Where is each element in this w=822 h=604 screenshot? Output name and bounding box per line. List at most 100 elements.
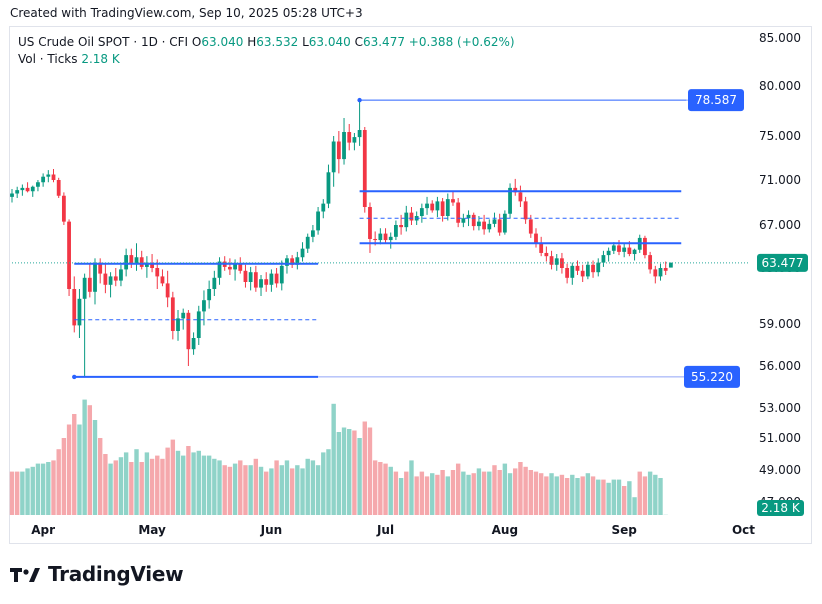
candle-body	[362, 130, 367, 207]
candle-body	[259, 279, 263, 288]
candle-body	[264, 279, 269, 285]
price-tick-label: 85.000	[759, 31, 801, 45]
volume-bar	[616, 479, 622, 515]
candle-body	[648, 255, 653, 270]
month-label: Aug	[492, 523, 518, 537]
volume-bar	[217, 460, 222, 515]
price-axis: 85.00080.00075.00071.00067.00063.00059.0…	[759, 31, 801, 509]
price-tick-label: 56.000	[759, 359, 801, 373]
symbol-label[interactable]: US Crude Oil SPOT · 1D · CFI	[18, 35, 189, 49]
volume-bar	[46, 462, 51, 515]
candle-body	[419, 208, 424, 216]
volume-bar	[181, 455, 186, 515]
volume-bar	[196, 450, 201, 515]
candle-body	[150, 262, 154, 268]
level-anchor-low	[72, 374, 77, 380]
month-label: Jul	[376, 523, 394, 537]
candle-body	[409, 212, 414, 221]
candle-body	[575, 265, 580, 271]
candle-body	[207, 289, 212, 301]
candle-body	[663, 268, 668, 271]
candle-body	[316, 211, 320, 231]
volume-bar	[575, 478, 580, 515]
candle-body	[269, 273, 274, 285]
candle-body	[394, 225, 398, 237]
volume-bar	[51, 460, 56, 515]
candle-body	[502, 213, 507, 233]
volume-bar	[97, 438, 103, 515]
volume-bar	[129, 462, 134, 515]
volume-bar	[362, 421, 367, 515]
volume-bar	[82, 399, 87, 515]
volume-bar	[606, 482, 611, 515]
tradingview-logo-icon	[10, 568, 40, 582]
candle-body	[274, 273, 279, 284]
candle-body	[311, 230, 315, 237]
candle-body	[528, 219, 533, 234]
price-tick-label: 49.000	[759, 463, 801, 477]
volume-bar	[269, 468, 274, 515]
volume-bar	[383, 463, 388, 515]
volume-bar	[227, 466, 233, 515]
candle-body	[352, 137, 357, 143]
volume-bar	[123, 452, 129, 515]
volume-bar	[279, 465, 284, 515]
candle-body	[176, 318, 180, 331]
candle-body	[170, 297, 175, 331]
volume-label[interactable]: Vol · Ticks	[18, 52, 78, 66]
volume-bar	[653, 474, 658, 515]
volume-bar	[186, 446, 191, 515]
volume-bar	[642, 476, 648, 515]
candle-body	[321, 203, 326, 212]
volume-bar	[134, 449, 139, 515]
low-label: L	[302, 35, 309, 49]
candle-body	[611, 245, 616, 251]
volume-bar	[300, 468, 305, 515]
candle-body	[477, 221, 481, 227]
volume-bar	[61, 438, 67, 515]
candle-body	[430, 203, 435, 211]
volume-bar	[497, 470, 502, 515]
volume-bar	[20, 471, 25, 515]
volume-bar	[611, 479, 617, 515]
candle-body	[585, 264, 590, 277]
volume-bar	[440, 470, 445, 515]
candle-body	[653, 269, 658, 277]
candle-body	[373, 238, 378, 241]
volume-bar	[160, 458, 165, 515]
candle-body	[41, 176, 46, 183]
candle-body	[435, 201, 440, 211]
volume-tag-bg	[757, 500, 804, 516]
volume-bar	[92, 420, 98, 515]
candle-body	[456, 202, 461, 223]
tradingview-logo-text: TradingView	[48, 562, 184, 586]
volume-bar	[108, 463, 113, 515]
volume-bar	[175, 450, 181, 515]
candle-body	[186, 312, 191, 350]
month-label: Sep	[611, 523, 637, 537]
volume-bar	[35, 463, 41, 515]
volume-bar	[315, 465, 321, 515]
volume-bar	[378, 462, 383, 515]
candle-body	[513, 187, 518, 193]
volume-bar	[72, 414, 77, 515]
volume-bar	[398, 478, 404, 515]
volume-bar	[165, 447, 170, 515]
volume-bar	[238, 460, 243, 515]
volume-bar	[585, 473, 591, 515]
volume-bar	[139, 462, 144, 515]
current-price-tag: 63.477	[762, 256, 804, 270]
volume-bar	[77, 424, 82, 515]
candle-body	[15, 190, 20, 194]
candle-body	[212, 277, 217, 289]
price-tick-label: 59.000	[759, 317, 801, 331]
volume-bar	[487, 471, 492, 515]
volume-bar	[450, 470, 456, 515]
candle-body	[508, 187, 512, 214]
volume-bar	[56, 449, 61, 515]
volume-bar	[528, 470, 533, 515]
candle-body	[601, 255, 606, 263]
volume-bar	[513, 468, 518, 515]
month-label: Jun	[260, 523, 283, 537]
